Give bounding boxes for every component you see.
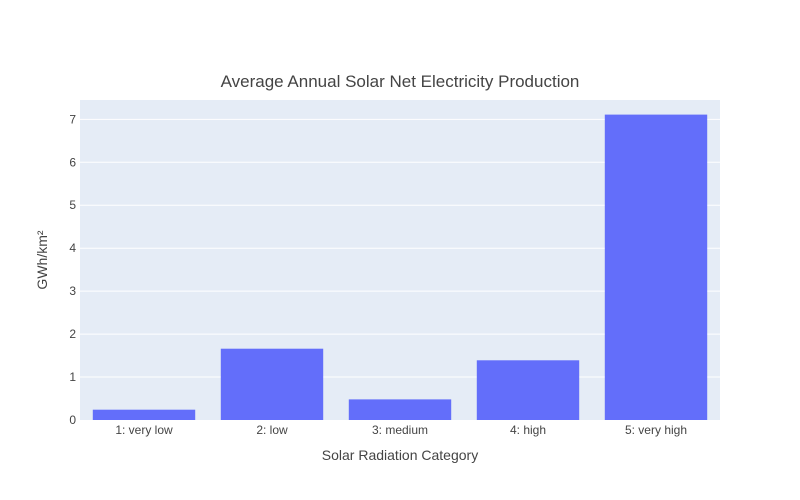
- x-tick-label: 1: very low: [115, 423, 173, 437]
- bars: [92, 114, 708, 420]
- x-tick-label: 5: very high: [625, 423, 687, 437]
- y-tick-label: 6: [69, 155, 76, 169]
- y-tick-label: 7: [69, 112, 76, 126]
- bar-1[interactable]: [92, 409, 196, 420]
- y-tick-label: 2: [69, 327, 76, 341]
- x-tick-label: 2: low: [256, 423, 288, 437]
- bar-5[interactable]: [604, 114, 708, 420]
- chart-title: Average Annual Solar Net Electricity Pro…: [221, 72, 580, 91]
- bar-4[interactable]: [476, 360, 580, 420]
- bar-3[interactable]: [348, 399, 452, 420]
- y-axis-title: GWh/km²: [34, 230, 50, 289]
- y-tick-label: 5: [69, 198, 76, 212]
- x-axis-title: Solar Radiation Category: [322, 447, 478, 463]
- y-tick-label: 4: [69, 241, 76, 255]
- y-axis-ticks: 0 1 2 3 4 5 6 7: [69, 112, 76, 427]
- y-tick-label: 3: [69, 284, 76, 298]
- bar-2[interactable]: [220, 348, 324, 420]
- x-tick-label: 4: high: [510, 423, 546, 437]
- x-tick-label: 3: medium: [372, 423, 428, 437]
- y-tick-label: 1: [69, 370, 76, 384]
- y-tick-label: 0: [69, 413, 76, 427]
- x-axis-ticks: 1: very low 2: low 3: medium 4: high 5: very…: [115, 423, 687, 437]
